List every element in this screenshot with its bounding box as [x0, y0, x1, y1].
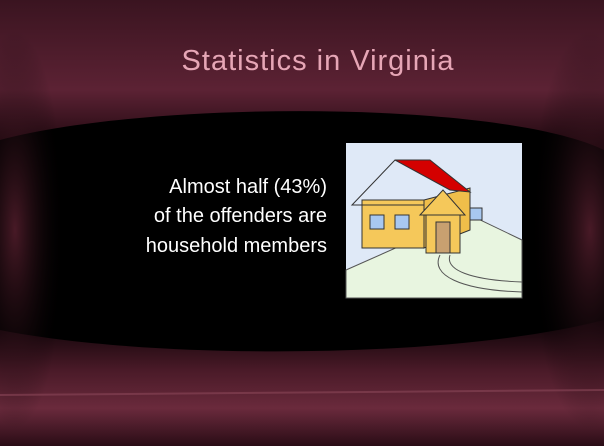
body-line: Almost half (43%): [169, 176, 327, 198]
house-picture: [346, 143, 522, 298]
body-line: household members: [146, 235, 327, 257]
slide-title: Statistics in Virginia: [182, 45, 455, 77]
body-text: Almost half (43%) of the offenders are h…: [146, 176, 327, 257]
slide: Statistics in Virginia Almost half (43%)…: [0, 0, 604, 446]
body-line: of the offenders are: [154, 205, 327, 227]
